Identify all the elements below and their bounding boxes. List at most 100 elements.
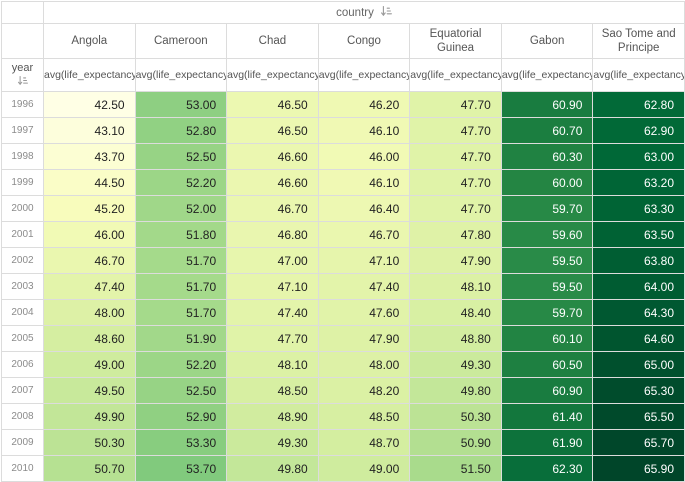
heatmap-cell: 60.10 — [500, 325, 594, 352]
country-column-header: Cameroon — [134, 23, 228, 59]
heatmap-cell: 51.70 — [134, 247, 228, 274]
heatmap-cell: 65.90 — [592, 455, 685, 482]
country-column-header: Gabon — [500, 23, 594, 59]
heatmap-cell: 47.00 — [226, 247, 319, 274]
sort-ascending-icon[interactable] — [17, 75, 28, 89]
table-row: 2006 49.00 52.20 48.10 48.00 49.30 60.50 65.00 — [1, 351, 685, 378]
heatmap-cell: 43.10 — [43, 117, 136, 144]
sort-ascending-icon[interactable] — [380, 5, 392, 20]
country-column-header: Sao Tome and Principe — [592, 23, 685, 59]
row-year-label: 1998 — [1, 143, 44, 170]
heatmap-cell: 60.00 — [500, 169, 594, 196]
heatmap-cell: 51.70 — [134, 299, 228, 326]
heatmap-cell: 46.50 — [226, 117, 319, 144]
heatmap-cell: 51.50 — [409, 455, 502, 482]
heatmap-cell: 45.20 — [43, 195, 136, 222]
metric-label: avg(life_expectancy) — [134, 58, 228, 92]
heatmap-cell: 48.10 — [409, 273, 502, 300]
heatmap-cell: 46.70 — [317, 221, 411, 248]
heatmap-cell: 50.30 — [409, 403, 502, 430]
heatmap-cell: 62.90 — [592, 117, 685, 144]
row-year-label: 2010 — [1, 455, 44, 482]
row-year-label: 2005 — [1, 325, 44, 352]
metric-label: avg(life_expectancy) — [226, 58, 319, 92]
table-row: 1997 43.10 52.80 46.50 46.10 47.70 60.70 62.90 — [1, 117, 685, 144]
heatmap-cell: 47.70 — [409, 169, 502, 196]
row-year-label: 2001 — [1, 221, 44, 248]
heatmap-cell: 52.80 — [134, 117, 228, 144]
heatmap-cell: 52.20 — [134, 351, 228, 378]
heatmap-cell: 44.50 — [43, 169, 136, 196]
heatmap-cell: 65.00 — [592, 351, 685, 378]
heatmap-cell: 49.80 — [226, 455, 319, 482]
row-year-label: 2003 — [1, 273, 44, 300]
heatmap-cell: 43.70 — [43, 143, 136, 170]
country-column-header: Angola — [43, 23, 136, 59]
heatmap-cell: 61.90 — [500, 429, 594, 456]
year-sort-header[interactable]: year — [1, 58, 44, 92]
metric-label: avg(life_expectancy) — [43, 58, 136, 92]
year-header-label: year — [11, 61, 34, 74]
heatmap-cell: 46.60 — [226, 143, 319, 170]
heatmap-cell: 46.80 — [226, 221, 319, 248]
heatmap-cell: 46.40 — [317, 195, 411, 222]
table-row: 1996 42.50 53.00 46.50 46.20 47.70 60.90 62.80 — [1, 91, 685, 118]
heatmap-cell: 52.50 — [134, 377, 228, 404]
heatmap-cell: 47.70 — [409, 91, 502, 118]
heatmap-cell: 59.50 — [500, 273, 594, 300]
heatmap-cell: 64.60 — [592, 325, 685, 352]
heatmap-cell: 48.70 — [317, 429, 411, 456]
heatmap-cell: 47.90 — [409, 247, 502, 274]
table-row: 2002 46.70 51.70 47.00 47.10 47.90 59.50 63.80 — [1, 247, 685, 274]
heatmap-cell: 60.90 — [500, 91, 594, 118]
table-row: 2005 48.60 51.90 47.70 47.90 48.80 60.10 64.60 — [1, 325, 685, 352]
heatmap-cell: 60.70 — [500, 117, 594, 144]
table-row: 1999 44.50 52.20 46.60 46.10 47.70 60.00 63.20 — [1, 169, 685, 196]
row-year-label: 2009 — [1, 429, 44, 456]
heatmap-cell: 53.30 — [134, 429, 228, 456]
heatmap-cell: 63.30 — [592, 195, 685, 222]
heatmap-cell: 60.30 — [500, 143, 594, 170]
heatmap-cell: 59.70 — [500, 195, 594, 222]
heatmap-cell: 49.30 — [409, 351, 502, 378]
heatmap-cell: 48.00 — [317, 351, 411, 378]
heatmap-cell: 63.00 — [592, 143, 685, 170]
heatmap-cell: 53.70 — [134, 455, 228, 482]
row-year-label: 2007 — [1, 377, 44, 404]
heatmap-cell: 48.90 — [226, 403, 319, 430]
heatmap-cell: 49.00 — [317, 455, 411, 482]
corner-cell — [1, 1, 44, 24]
row-year-label: 1997 — [1, 117, 44, 144]
heatmap-cell: 47.10 — [317, 247, 411, 274]
country-column-header: Equatorial Guinea — [409, 23, 502, 59]
heatmap-cell: 62.30 — [500, 455, 594, 482]
heatmap-cell: 49.90 — [43, 403, 136, 430]
heatmap-cell: 46.10 — [317, 169, 411, 196]
country-sort-header[interactable]: country — [43, 1, 685, 24]
heatmap-cell: 48.80 — [409, 325, 502, 352]
heatmap-cell: 46.70 — [43, 247, 136, 274]
heatmap-cell: 52.90 — [134, 403, 228, 430]
heatmap-cell: 47.10 — [226, 273, 319, 300]
country-names-row: Angola Cameroon Chad Congo Equatorial Guinea… — [1, 23, 685, 59]
row-year-label: 2008 — [1, 403, 44, 430]
heatmap-cell: 47.40 — [226, 299, 319, 326]
heatmap-cell: 48.60 — [43, 325, 136, 352]
metric-label: avg(life_expectancy) — [317, 58, 411, 92]
heatmap-cell: 48.00 — [43, 299, 136, 326]
heatmap-cell: 47.60 — [317, 299, 411, 326]
heatmap-cell: 63.80 — [592, 247, 685, 274]
heatmap-cell: 64.30 — [592, 299, 685, 326]
country-header-row: country — [1, 1, 685, 24]
heatmap-cell: 52.50 — [134, 143, 228, 170]
heatmap-cell: 52.20 — [134, 169, 228, 196]
heatmap-cell: 50.70 — [43, 455, 136, 482]
heatmap-cell: 47.70 — [409, 143, 502, 170]
heatmap-cell: 46.70 — [226, 195, 319, 222]
heatmap-cell: 50.30 — [43, 429, 136, 456]
heatmap-cell: 59.50 — [500, 247, 594, 274]
table-row: 2007 49.50 52.50 48.50 48.20 49.80 60.90 65.30 — [1, 377, 685, 404]
table-row: 2000 45.20 52.00 46.70 46.40 47.70 59.70 63.30 — [1, 195, 685, 222]
heatmap-cell: 65.50 — [592, 403, 685, 430]
